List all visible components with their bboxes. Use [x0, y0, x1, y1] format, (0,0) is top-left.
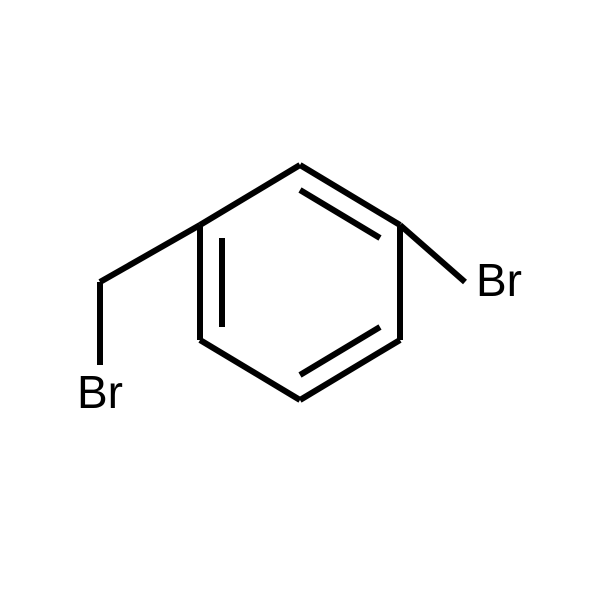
bond-2	[300, 340, 400, 400]
bond-0	[300, 165, 400, 225]
inner-bond-1	[300, 327, 380, 375]
inner-bond-0	[300, 190, 380, 238]
bond-6	[100, 225, 200, 282]
atom-label-br-1: Br	[476, 254, 522, 306]
label-bond-1	[400, 225, 465, 282]
molecule-diagram: Br Br	[0, 0, 600, 600]
atom-label-br-0: Br	[77, 366, 123, 418]
bond-3	[200, 340, 300, 400]
bond-5	[200, 165, 300, 225]
